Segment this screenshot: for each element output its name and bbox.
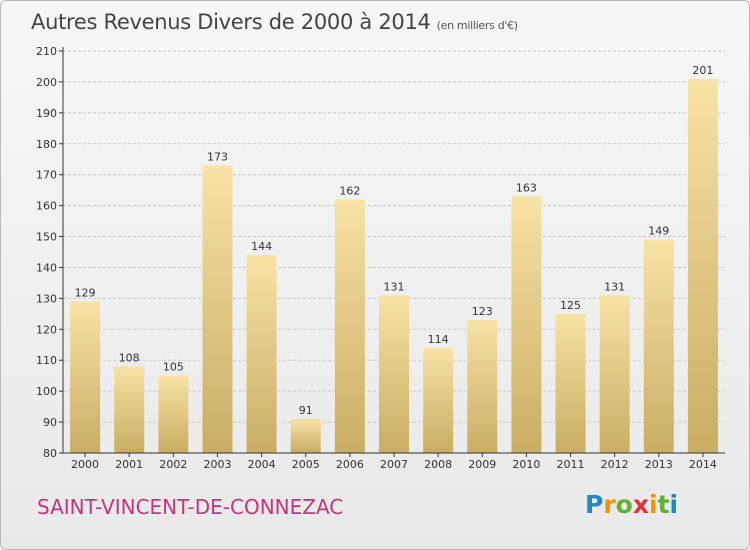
bar-2001 — [114, 366, 145, 453]
bar-2011 — [555, 313, 586, 453]
logo-letter: t — [657, 490, 670, 519]
logo-letter: x — [632, 490, 649, 519]
labels: 8090100110120130140150160170180190200210… — [36, 45, 717, 471]
bar-2006 — [334, 199, 365, 453]
x-tick-label-2007: 2007 — [380, 458, 408, 471]
y-tick-label: 100 — [36, 385, 57, 398]
bar-2003 — [202, 165, 233, 453]
logo-letter: o — [615, 490, 633, 519]
y-tick-label: 140 — [36, 261, 57, 274]
value-label-2010: 163 — [516, 181, 537, 194]
value-label-2000: 129 — [75, 286, 96, 299]
bar-2014 — [687, 78, 718, 453]
logo-letter: i — [649, 490, 658, 519]
bar-2007 — [379, 295, 409, 453]
value-label-2013: 149 — [648, 225, 669, 238]
bars — [70, 78, 718, 454]
x-tick-label-2010: 2010 — [512, 458, 540, 471]
logo-letter: r — [603, 490, 616, 519]
bar-2013 — [643, 239, 674, 453]
value-label-2014: 201 — [692, 64, 713, 77]
value-label-2009: 123 — [472, 305, 493, 318]
y-tick-label: 180 — [36, 138, 57, 151]
x-tick-label-2009: 2009 — [468, 458, 496, 471]
value-label-2005: 91 — [299, 404, 313, 417]
x-tick-label-2006: 2006 — [336, 458, 364, 471]
value-label-2011: 125 — [560, 299, 581, 312]
value-label-2003: 173 — [207, 150, 228, 163]
x-tick-label-2008: 2008 — [424, 458, 452, 471]
value-label-2012: 131 — [604, 280, 625, 293]
value-label-2007: 131 — [384, 280, 405, 293]
bar-2009 — [467, 320, 498, 453]
x-tick-label-2005: 2005 — [292, 458, 320, 471]
y-tick-label: 190 — [36, 107, 57, 120]
x-tick-label-2002: 2002 — [159, 458, 187, 471]
logo-letter: P — [585, 490, 604, 519]
y-tick-label: 210 — [36, 45, 57, 58]
x-tick-label-2000: 2000 — [71, 458, 99, 471]
bar-2002 — [158, 375, 189, 453]
bar-2005 — [290, 418, 321, 453]
y-tick-label: 120 — [36, 323, 57, 336]
chart-title: Autres Revenus Divers de 2000 à 2014 (en … — [31, 10, 518, 34]
proxiti-logo: Proxiti — [585, 490, 678, 519]
x-tick-label-2011: 2011 — [557, 458, 585, 471]
y-tick-label: 170 — [36, 169, 57, 182]
y-tick-label: 200 — [36, 76, 57, 89]
chart-title-text: Autres Revenus Divers de 2000 à 2014 — [31, 10, 431, 34]
y-tick-label: 150 — [36, 231, 57, 244]
bar-2008 — [423, 347, 454, 453]
bar-2010 — [511, 196, 542, 454]
value-label-2008: 114 — [428, 333, 449, 346]
x-tick-label-2012: 2012 — [601, 458, 629, 471]
bar-2004 — [246, 255, 277, 453]
value-label-2002: 105 — [163, 361, 184, 374]
y-tick-label: 110 — [36, 354, 57, 367]
logo-letter: i — [669, 490, 679, 519]
city-name: SAINT-VINCENT-DE-CONNEZAC — [37, 495, 344, 519]
x-tick-label-2014: 2014 — [689, 458, 717, 471]
axes — [59, 47, 725, 457]
bar-2012 — [599, 295, 630, 453]
x-tick-label-2003: 2003 — [203, 458, 231, 471]
bar-2000 — [70, 301, 101, 453]
y-tick-label: 130 — [36, 292, 57, 305]
y-tick-label: 90 — [43, 416, 57, 429]
y-tick-label: 80 — [43, 447, 57, 460]
value-label-2001: 108 — [119, 351, 140, 364]
x-tick-label-2001: 2001 — [115, 458, 143, 471]
value-label-2006: 162 — [339, 184, 360, 197]
x-tick-label-2004: 2004 — [248, 458, 276, 471]
y-tick-label: 160 — [36, 200, 57, 213]
value-label-2004: 144 — [251, 240, 272, 253]
chart-subtitle: (en milliers d'€) — [436, 19, 518, 32]
x-tick-label-2013: 2013 — [645, 458, 673, 471]
